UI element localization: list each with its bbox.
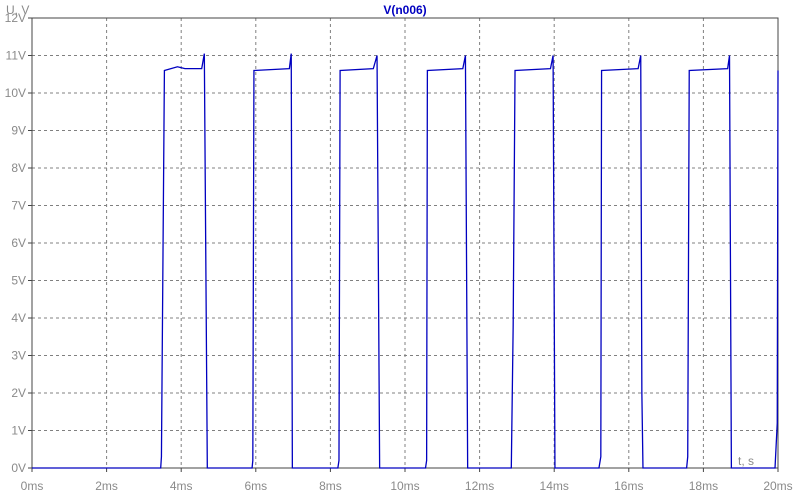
y-axis-label: U, V <box>6 3 29 17</box>
y-tick-label: 5V <box>11 274 26 288</box>
x-tick-label: 4ms <box>170 479 193 493</box>
x-tick-label: 18ms <box>689 479 718 493</box>
grid <box>32 18 778 468</box>
y-tick-label: 8V <box>11 161 26 175</box>
x-axis-ticks: 0ms 2ms 4ms 6ms 8ms 10ms 12ms 14ms 16ms 18ms 20ms <box>21 468 793 493</box>
y-tick-label: 11V <box>6 49 26 63</box>
x-tick-label: 20ms <box>763 479 792 493</box>
y-tick-label: 7V <box>11 199 26 213</box>
x-tick-label: 16ms <box>614 479 643 493</box>
y-tick-label: 2V <box>11 386 26 400</box>
x-tick-label: 14ms <box>540 479 569 493</box>
y-tick-label: 12V <box>5 11 26 25</box>
x-tick-label: 2ms <box>95 479 118 493</box>
x-tick-label: 12ms <box>465 479 494 493</box>
y-tick-label: 9V <box>11 124 26 138</box>
x-tick-label: 0ms <box>21 479 44 493</box>
x-tick-label: 6ms <box>244 479 267 493</box>
x-tick-label: 8ms <box>319 479 342 493</box>
series-title: V(n006) <box>383 3 426 17</box>
x-tick-label: 10ms <box>390 479 419 493</box>
series-line-0 <box>32 53 779 469</box>
y-tick-label: 6V <box>11 236 26 250</box>
y-tick-label: 1V <box>11 424 26 438</box>
y-tick-label: 4V <box>11 311 26 325</box>
series-group <box>32 53 779 469</box>
x-axis-label: t, s <box>738 454 754 468</box>
y-axis-ticks: 0V 1V 2V 3V 4V 5V 6V 7V 8V 9V 10V 11V 12V <box>5 11 32 475</box>
y-tick-label: 10V <box>5 86 26 100</box>
y-tick-label: 0V <box>11 461 26 475</box>
y-tick-label: 3V <box>11 349 26 363</box>
